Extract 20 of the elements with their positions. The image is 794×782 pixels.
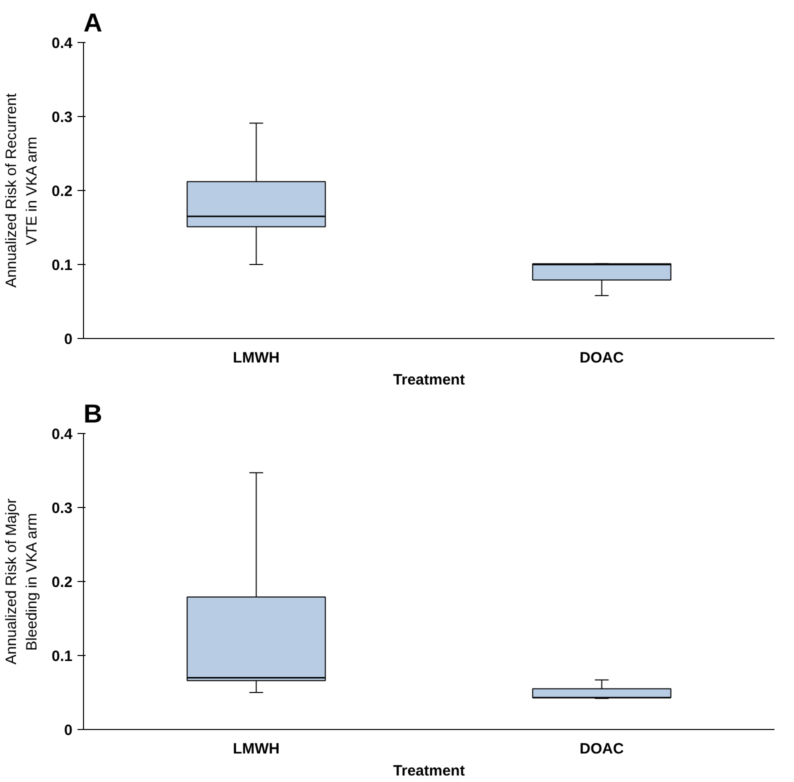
y-axis-title: Annualized Risk of Major Bleeding in VKA arm: [3, 498, 41, 664]
chart-title: A: [84, 8, 102, 38]
y-tick-label: 0.3: [52, 109, 73, 126]
x-tick-label: DOAC: [580, 740, 624, 758]
y-tick-label: 0.4: [52, 35, 74, 52]
chart-title: B: [84, 398, 102, 428]
x-tick-label: LMWH: [232, 350, 280, 366]
y-tick-label: 0.2: [52, 183, 73, 200]
y-tick-label: 0.1: [52, 648, 73, 665]
y-tick-label: 0.1: [52, 257, 73, 274]
x-tick-label: DOAC: [580, 350, 624, 366]
y-tick-label: 0.3: [52, 500, 73, 517]
y-tick-label: 0: [64, 722, 72, 739]
x-tick-label: LMWH: [232, 740, 280, 758]
y-tick-label: 0.4: [52, 426, 74, 443]
y-tick-label: 0.2: [52, 574, 73, 591]
y-tick-label: 0: [64, 331, 72, 348]
y-axis-title: Annualized Risk of Recurrent VTE in VKA arm: [3, 92, 41, 288]
x-axis-title: Treatment: [393, 372, 465, 388]
x-axis-title: Treatment: [393, 762, 465, 780]
